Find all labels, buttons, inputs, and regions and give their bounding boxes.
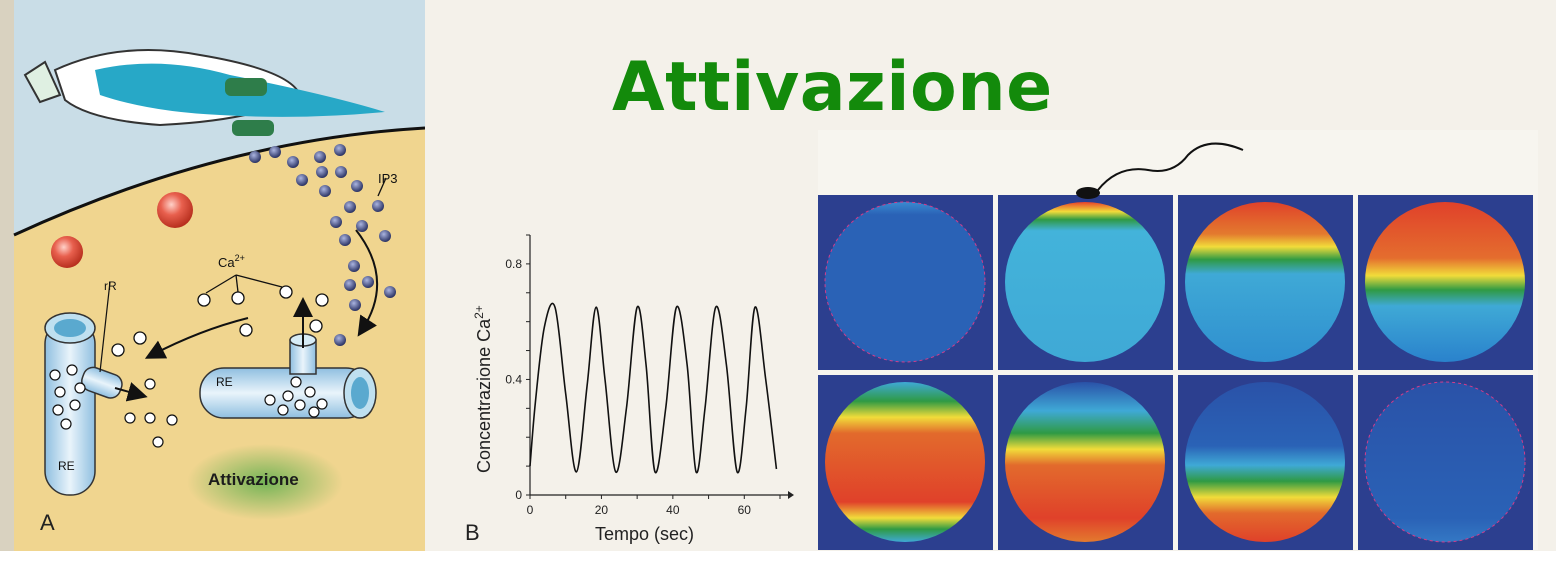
er-tube-left: rR RE bbox=[44, 279, 178, 496]
y-tick-label: 0.4 bbox=[505, 372, 522, 386]
page-title: Attivazione bbox=[612, 48, 1053, 127]
ip3-molecules bbox=[249, 144, 396, 346]
panel-b-letter: B bbox=[465, 520, 480, 545]
plot-area: 0 0.4 0.8 0 20 40 60 bbox=[505, 234, 794, 517]
calcium-oscillation-line bbox=[529, 302, 778, 474]
egg-cytoplasm bbox=[14, 128, 425, 551]
ca-ion-group bbox=[111, 274, 329, 357]
x-axis-label: Tempo (sec) bbox=[595, 524, 694, 544]
er-label-left: RE bbox=[58, 459, 75, 473]
panel-a-diagram: IP3 Ca2+ bbox=[0, 0, 426, 551]
sperm-head-icon bbox=[1076, 142, 1244, 199]
ip3-label: IP3 bbox=[378, 171, 398, 186]
cortical-granule bbox=[157, 192, 193, 228]
x-tick-label: 60 bbox=[738, 503, 752, 517]
x-tick-label: 0 bbox=[527, 503, 534, 517]
panel-c-calcium-wave-images bbox=[818, 130, 1538, 550]
er-label-right: RE bbox=[216, 375, 233, 389]
egg-membrane bbox=[13, 126, 426, 237]
ca-label: Ca2+ bbox=[218, 253, 245, 270]
panel-b-chart: B Tempo (sec) Concentrazione Ca2+ 0 0.4 0.… bbox=[455, 215, 800, 550]
activation-label: Attivazione bbox=[208, 470, 299, 489]
y-axis-label: Concentrazione Ca2+ bbox=[472, 305, 494, 473]
x-tick-label: 40 bbox=[666, 503, 680, 517]
x-tick-label: 20 bbox=[595, 503, 609, 517]
cortical-granule bbox=[51, 236, 83, 268]
x-axis-arrow bbox=[788, 491, 794, 499]
er-tube-right: RE bbox=[199, 297, 377, 419]
sperm-icon bbox=[23, 49, 385, 136]
ryanodine-receptor-label: rR bbox=[104, 279, 117, 293]
y-tick-label: 0 bbox=[515, 488, 522, 502]
panel-a-letter: A bbox=[40, 510, 55, 535]
y-tick-label: 0.8 bbox=[505, 257, 522, 271]
activation-glow bbox=[187, 444, 343, 520]
